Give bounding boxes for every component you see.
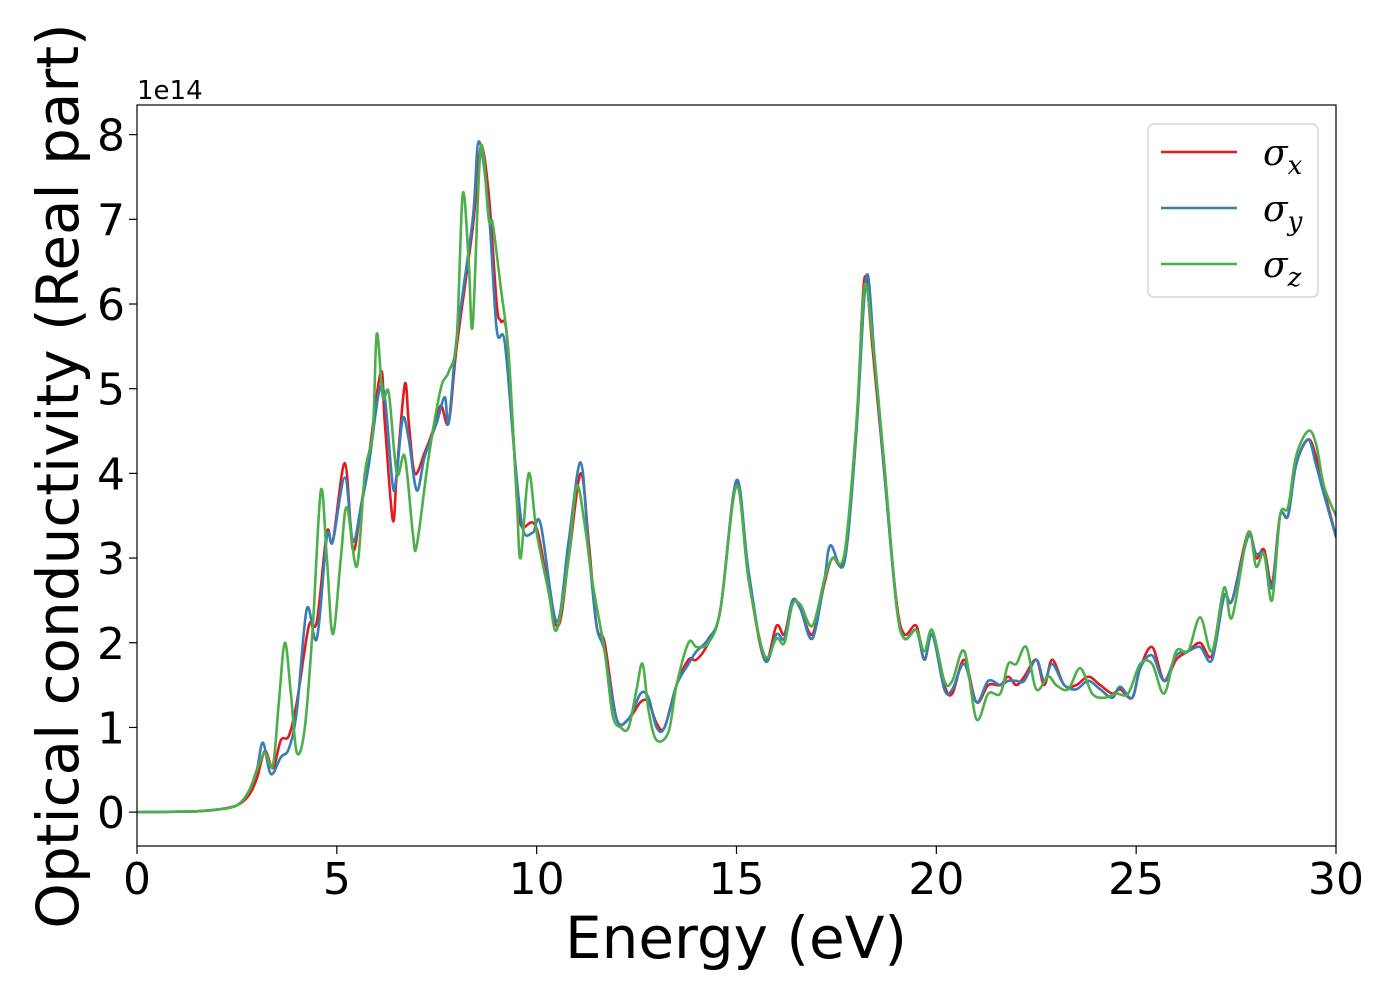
legend-label-x: σx <box>1263 133 1303 181</box>
x-tick-label: 20 <box>908 854 964 905</box>
x-tick-label: 15 <box>709 854 765 905</box>
x-axis: 0 5 10 15 20 25 30 <box>123 846 1364 905</box>
legend-entries: σx σy σz <box>1161 133 1303 293</box>
y-axis-label: Optical conductivity (Real part) <box>24 23 92 928</box>
x-tick-label: 0 <box>123 854 151 905</box>
x-axis-label: Energy (eV) <box>565 904 907 972</box>
y-tick-label: 8 <box>97 111 125 162</box>
x-tick-label: 30 <box>1308 854 1364 905</box>
y-tick-label: 7 <box>97 195 125 246</box>
x-tick-label: 5 <box>323 854 351 905</box>
series-line-z <box>137 143 1336 814</box>
y-tick-label: 2 <box>97 619 125 670</box>
x-tick-label: 10 <box>509 854 565 905</box>
series-group <box>137 140 1336 814</box>
y-tick-label: 5 <box>97 365 125 416</box>
y-tick-label: 0 <box>97 788 125 839</box>
legend-box <box>1147 123 1319 298</box>
legend-label-z: σz <box>1263 245 1302 293</box>
legend: σx σy σz <box>1147 123 1319 298</box>
y-tick-label: 6 <box>97 280 125 331</box>
y-tick-label: 4 <box>97 449 125 500</box>
y-tick-label: 1 <box>97 703 125 754</box>
y-tick-label: 3 <box>97 534 125 585</box>
x-tick-label: 25 <box>1108 854 1164 905</box>
y-axis: 0 1 2 3 4 5 6 7 8 <box>97 111 137 839</box>
y-offset-text: 1e14 <box>137 76 203 106</box>
legend-label-y: σy <box>1263 189 1303 237</box>
